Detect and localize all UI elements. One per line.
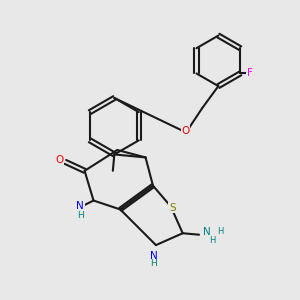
Text: H: H xyxy=(209,236,216,244)
Text: N: N xyxy=(150,250,158,260)
Text: O: O xyxy=(55,155,64,165)
Text: N: N xyxy=(76,202,84,212)
Text: H: H xyxy=(217,226,223,236)
Text: H: H xyxy=(77,212,83,220)
Text: S: S xyxy=(169,203,175,213)
Text: N: N xyxy=(203,227,211,237)
Text: H: H xyxy=(150,259,157,268)
Text: O: O xyxy=(182,126,190,136)
Text: F: F xyxy=(247,68,253,79)
